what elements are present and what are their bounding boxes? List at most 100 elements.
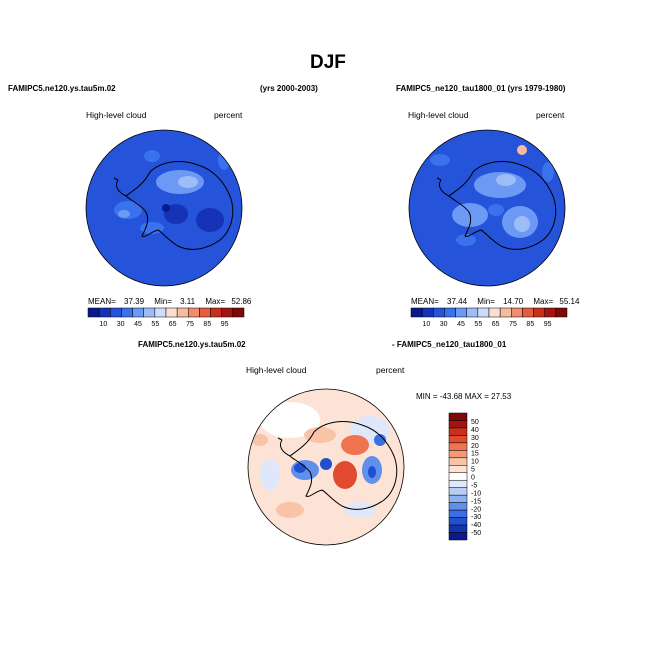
diff-field-label: High-level cloud bbox=[246, 365, 307, 375]
diff-colorbar-swatch bbox=[448, 532, 468, 541]
diff-case-a-label: FAMIPC5.ne120.ys.tau5m.02 bbox=[138, 340, 246, 349]
diff-colorbar-swatch bbox=[448, 472, 468, 481]
diff-colorbar-swatch bbox=[448, 420, 468, 429]
diff-stats: MIN = -43.68 MAX = 27.53 bbox=[416, 392, 512, 401]
right-colorbar-swatch bbox=[555, 307, 568, 318]
diff-colorbar-tick-label: 15 bbox=[471, 451, 479, 458]
right-colorbar-tick-label: 10 bbox=[422, 321, 430, 328]
right-stats: MEAN= 37.44 Min= 14.70 Max= 55.14 bbox=[411, 297, 579, 306]
left-stats: MEAN= 37.39 Min= 3.11 Max= 52.86 bbox=[88, 297, 251, 306]
left-colorbar-swatch bbox=[98, 307, 111, 318]
left-colorbar-swatch bbox=[165, 307, 178, 318]
diff-colorbar-swatch bbox=[448, 412, 468, 421]
left-colorbar-tick-label: 55 bbox=[151, 321, 159, 328]
left-colorbar-swatch bbox=[143, 307, 156, 318]
right-colorbar-swatch bbox=[410, 307, 423, 318]
left-colorbar-tick-label: 65 bbox=[169, 321, 177, 328]
diff-colorbar-tick-label: 5 bbox=[471, 467, 475, 474]
left-colorbar-tick-label: 30 bbox=[117, 321, 125, 328]
left-colorbar-tick-label: 95 bbox=[221, 321, 229, 328]
right-colorbar-tick-label: 30 bbox=[440, 321, 448, 328]
left-colorbar: 10 30 45 55 65 75 85 95 bbox=[87, 307, 245, 328]
diff-colorbar-tick-label: 30 bbox=[471, 435, 479, 442]
right-colorbar-swatch bbox=[444, 307, 456, 318]
left-colorbar-swatch bbox=[87, 307, 100, 318]
right-units-label: percent bbox=[536, 110, 565, 120]
left-colorbar-swatch bbox=[132, 307, 144, 318]
diff-colorbar-tick-label: -30 bbox=[471, 514, 481, 521]
right-max-value: 55.14 bbox=[559, 297, 580, 306]
right-colorbar-tick-label: 75 bbox=[509, 321, 517, 328]
right-colorbar-swatch bbox=[533, 307, 545, 318]
left-colorbar-swatch bbox=[221, 307, 234, 318]
diff-colorbar-tick-label: 0 bbox=[471, 475, 475, 482]
diff-colorbar-tick-label: -40 bbox=[471, 522, 481, 529]
diff-colorbar-swatch bbox=[448, 487, 468, 496]
right-field-label: High-level cloud bbox=[408, 110, 469, 120]
left-units-label: percent bbox=[214, 110, 243, 120]
left-colorbar-swatch bbox=[154, 307, 167, 318]
right-mean-label: MEAN= bbox=[411, 297, 439, 306]
left-mean-label: MEAN= bbox=[88, 297, 116, 306]
diff-colorbar-swatch bbox=[448, 450, 468, 459]
left-colorbar-swatch bbox=[210, 307, 222, 318]
right-case-label: FAMIPC5_ne120_tau1800_01 (yrs 1979-1980) bbox=[396, 84, 566, 93]
left-years-label: (yrs 2000-2003) bbox=[260, 84, 318, 93]
diff-colorbar-tick-label: -50 bbox=[471, 530, 481, 537]
diff-colorbar-swatch bbox=[448, 509, 468, 518]
diff-colorbar-swatch bbox=[448, 435, 468, 444]
left-colorbar-swatch bbox=[199, 307, 211, 318]
left-colorbar-swatch bbox=[232, 307, 245, 318]
left-field-label: High-level cloud bbox=[86, 110, 147, 120]
right-colorbar-swatch bbox=[455, 307, 467, 318]
diff-colorbar-swatch bbox=[448, 502, 468, 511]
diff-colorbar-swatch bbox=[448, 465, 468, 474]
left-case-label: FAMIPC5.ne120.ys.tau5m.02 bbox=[8, 84, 116, 93]
diff-colorbar-swatch bbox=[448, 427, 468, 436]
diff-colorbar-tick-label: -5 bbox=[471, 482, 477, 489]
diff-colorbar-swatch bbox=[448, 479, 468, 488]
diff-colorbar-tick-label: 40 bbox=[471, 427, 479, 434]
right-min-label: Min= bbox=[477, 297, 495, 306]
left-mean-value: 37.39 bbox=[124, 297, 145, 306]
right-colorbar-swatch bbox=[499, 307, 512, 318]
right-colorbar-swatch bbox=[544, 307, 557, 318]
diff-colorbar-tick-label: 50 bbox=[471, 419, 479, 426]
left-max-label: Max= bbox=[205, 297, 226, 306]
left-colorbar-tick-label: 85 bbox=[203, 321, 211, 328]
diff-case-b-label: - FAMIPC5_ne120_tau1800_01 bbox=[392, 340, 507, 349]
diff-units-label: percent bbox=[376, 365, 405, 375]
right-colorbar-swatch bbox=[511, 307, 523, 318]
right-colorbar-tick-label: 65 bbox=[492, 321, 500, 328]
right-colorbar-swatch bbox=[466, 307, 479, 318]
diff-colorbar-tick-label: -15 bbox=[471, 498, 481, 505]
right-colorbar-swatch bbox=[488, 307, 501, 318]
right-colorbar-swatch bbox=[522, 307, 534, 318]
diff-colorbar-swatch bbox=[448, 442, 468, 451]
diff-colorbar-swatch bbox=[448, 494, 468, 503]
right-colorbar: 10 30 45 55 65 75 85 95 bbox=[410, 307, 568, 328]
left-colorbar-tick-label: 75 bbox=[186, 321, 194, 328]
figure-title: DJF bbox=[310, 52, 346, 73]
diff-colorbar-tick-label: -20 bbox=[471, 506, 481, 513]
diff-colorbar-tick-label: 20 bbox=[471, 443, 479, 450]
left-colorbar-swatch bbox=[188, 307, 200, 318]
right-min-value: 14.70 bbox=[503, 297, 524, 306]
left-colorbar-swatch bbox=[110, 307, 122, 318]
right-colorbar-swatch bbox=[421, 307, 434, 318]
left-colorbar-swatch bbox=[176, 307, 189, 318]
right-colorbar-tick-label: 55 bbox=[474, 321, 482, 328]
left-max-value: 52.86 bbox=[231, 297, 252, 306]
diff-colorbar-swatch bbox=[448, 517, 468, 526]
left-min-value: 3.11 bbox=[180, 297, 196, 306]
right-colorbar-swatch bbox=[477, 307, 490, 318]
diff-colorbar-swatch bbox=[448, 457, 468, 466]
right-mean-value: 37.44 bbox=[447, 297, 468, 306]
left-colorbar-tick-label: 10 bbox=[99, 321, 107, 328]
right-colorbar-tick-label: 85 bbox=[526, 321, 534, 328]
right-colorbar-tick-label: 45 bbox=[457, 321, 465, 328]
right-colorbar-tick-label: 95 bbox=[544, 321, 552, 328]
left-colorbar-swatch bbox=[121, 307, 133, 318]
right-colorbar-swatch bbox=[433, 307, 445, 318]
